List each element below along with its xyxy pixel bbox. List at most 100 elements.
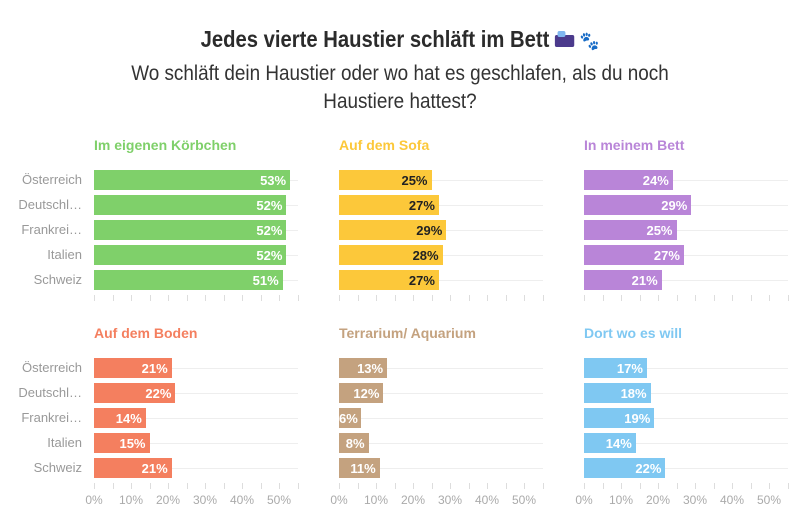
x-tick-label: 30% (682, 493, 708, 507)
tick-mark (695, 295, 696, 301)
bar (339, 220, 447, 240)
bar (584, 270, 662, 290)
bar-value-label: 14% (605, 436, 632, 451)
tick-mark (260, 295, 262, 301)
tick-mark (357, 483, 359, 489)
x-tick-label: 30% (437, 493, 463, 507)
tick-mark (584, 483, 585, 489)
tick-mark (297, 483, 299, 489)
bar-value-label: 25% (401, 173, 428, 188)
bar (94, 220, 287, 240)
tick-mark (505, 483, 507, 489)
tick-mark (376, 295, 377, 301)
gridline (584, 230, 788, 231)
tick-mark (621, 295, 622, 301)
tick-mark (713, 295, 715, 301)
tick-mark (732, 483, 733, 489)
bar (94, 245, 287, 265)
x-tick-label: 0% (575, 493, 593, 507)
chart-title: Jedes vierte Haustier schläft im Bett 🐾 (48, 26, 752, 53)
bar-value-label: 21% (631, 273, 658, 288)
category-label: Deutschl… (18, 385, 82, 400)
tick-mark (242, 483, 243, 489)
x-tick-label: 40% (719, 493, 745, 507)
tick-mark (223, 483, 225, 489)
bar-value-label: 12% (353, 386, 380, 401)
tick-mark (750, 483, 752, 489)
x-tick-label: 0% (85, 493, 103, 507)
bar-value-label: 52% (256, 248, 283, 263)
tick-mark (524, 295, 525, 301)
tick-mark (450, 483, 451, 489)
x-tick-label: 50% (511, 493, 537, 507)
bar-value-label: 29% (661, 198, 688, 213)
tick-mark (732, 295, 733, 301)
x-tick-label: 10% (608, 493, 634, 507)
gridline (339, 443, 543, 444)
gridline (584, 255, 788, 256)
gridline (339, 280, 543, 281)
bar-value-label: 21% (141, 361, 168, 376)
tick-mark (260, 483, 262, 489)
tick-mark (602, 295, 604, 301)
tick-mark (487, 295, 488, 301)
bar-value-label: 13% (357, 361, 384, 376)
tick-mark (168, 483, 169, 489)
bar (339, 433, 369, 453)
panel-title: Auf dem Sofa (339, 137, 430, 153)
tick-mark (223, 295, 225, 301)
tick-mark (584, 295, 585, 301)
bar-value-label: 27% (653, 248, 680, 263)
gridline (339, 468, 543, 469)
bar-value-label: 11% (350, 461, 376, 476)
panel-title: In meinem Bett (584, 137, 685, 153)
paw-prints-icon: 🐾 (579, 31, 600, 51)
tick-mark (186, 295, 188, 301)
bar-value-label: 21% (141, 461, 168, 476)
bar-value-label: 52% (256, 223, 283, 238)
gridline (94, 418, 298, 419)
bar (94, 358, 172, 378)
gridline (584, 443, 788, 444)
x-tick-label: 10% (363, 493, 389, 507)
tick-mark (413, 483, 414, 489)
tick-mark (94, 295, 95, 301)
tick-mark (205, 483, 206, 489)
chart-subtitle: Wo schläft dein Haustier oder wo hat es … (131, 62, 669, 113)
panel-title: Auf dem Boden (94, 325, 198, 341)
bar (339, 458, 380, 478)
tick-mark (413, 295, 414, 301)
category-label: Italien (47, 247, 82, 262)
tick-mark (131, 295, 132, 301)
tick-mark (524, 483, 525, 489)
tick-mark (695, 483, 696, 489)
bar-value-label: 29% (416, 223, 443, 238)
tick-mark (769, 483, 770, 489)
tick-mark (769, 295, 770, 301)
bar-value-label: 51% (252, 273, 279, 288)
tick-mark (450, 295, 451, 301)
bar (339, 245, 443, 265)
gridline (94, 468, 298, 469)
gridline (339, 205, 543, 206)
tick-mark (94, 483, 95, 489)
gridline (94, 368, 298, 369)
tick-mark (168, 295, 169, 301)
x-tick-label: 30% (192, 493, 218, 507)
title-text: Jedes vierte Haustier schläft im Bett (200, 26, 550, 52)
bar-value-label: 52% (256, 198, 283, 213)
tick-mark (186, 483, 188, 489)
tick-mark (787, 295, 789, 301)
bar (94, 195, 287, 215)
x-tick-label: 50% (266, 493, 292, 507)
tick-mark (676, 295, 678, 301)
tick-mark (468, 483, 470, 489)
bar (339, 383, 384, 403)
gridline (339, 418, 543, 419)
category-label: Österreich (22, 360, 82, 375)
tick-mark (505, 295, 507, 301)
tick-mark (750, 295, 752, 301)
tick-mark (112, 295, 114, 301)
x-tick-label: 20% (645, 493, 671, 507)
panel-title: Terrarium/ Aquarium (339, 325, 476, 341)
